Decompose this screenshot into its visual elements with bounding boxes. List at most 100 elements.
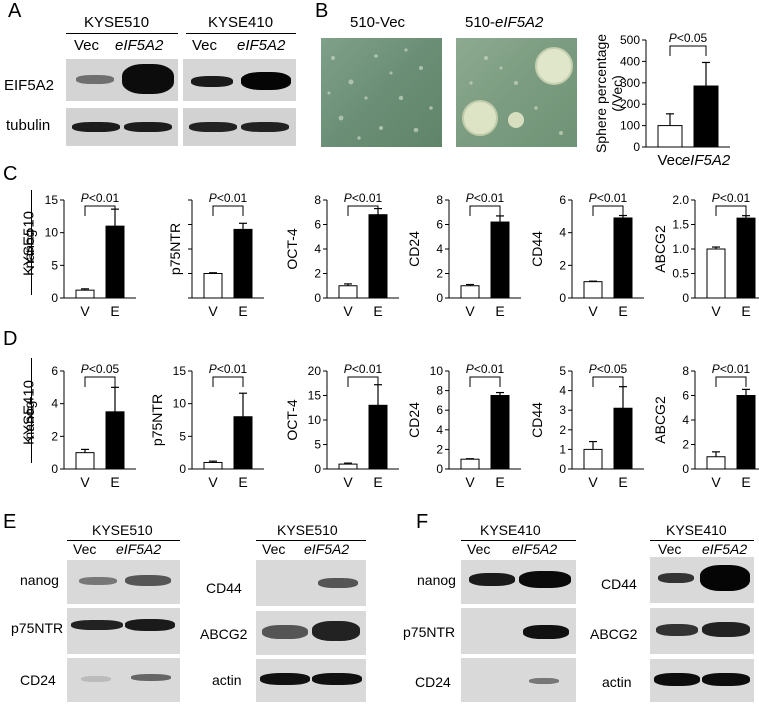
p-value-symbol: P (209, 362, 217, 376)
category-label-b-1: eIF5A2 (682, 152, 731, 169)
category-label-c6-1: E (741, 303, 750, 319)
p-value-d5: P<0.05 (589, 362, 628, 376)
category-label-d1-0: V (80, 474, 90, 490)
category-label-c2-1: E (238, 303, 247, 319)
panel-a-row-tubulin: tubulin (6, 117, 51, 134)
y-tick-label-d5: 4 (559, 384, 566, 398)
panel-b-label-prefix: 510- (465, 14, 496, 31)
p-value-d4: P<0.01 (466, 362, 505, 376)
panel-e-left-lane-vec: Vec (73, 541, 97, 557)
significance-bracket-c1 (84, 205, 116, 216)
panel-e-right-lane-vec: Vec (262, 541, 286, 557)
blot-e-abcg2 (256, 611, 366, 655)
blot-label-f-abcg2: ABCG2 (590, 626, 638, 642)
category-label-b-0: Vec (657, 152, 683, 169)
p-value-c5: P<0.01 (589, 191, 628, 205)
y-tick-label-b: 0 (633, 140, 640, 154)
y-tick-label-c5: 4 (559, 226, 566, 240)
y-axis-label-d1: nanog (21, 401, 37, 440)
band (191, 76, 233, 87)
panel-a-cell-kyse510: KYSE510 (84, 14, 150, 31)
band (312, 673, 362, 685)
panel-e-right-lane-eif: eIF5A2 (304, 541, 350, 557)
y-tick-label-d2: 10 (173, 397, 187, 411)
p-value-symbol: P (712, 191, 720, 205)
p-value-c6: P<0.01 (712, 191, 751, 205)
y-axis-label-b-2: (/Vec) (609, 75, 625, 112)
y-tick-label-d2: 5 (179, 429, 186, 443)
y-tick-label-c1: 0 (51, 291, 58, 305)
bar-c5-1 (613, 217, 633, 299)
micrograph-spheres (462, 47, 573, 136)
category-label-d5-1: E (618, 474, 627, 490)
y-tick-label-d6: 4 (682, 413, 689, 427)
y-tick-label-c3: 0 (314, 291, 321, 305)
blot-label-e-cd24: CD24 (20, 672, 56, 688)
blot-f-p75ntr (461, 608, 576, 654)
panel-a-underline-left (66, 33, 178, 34)
y-tick-label-d4: 0 (436, 462, 443, 476)
p-value-threshold: <0.01 (217, 191, 248, 205)
y-tick-label-d6: 6 (682, 389, 689, 403)
p-value-symbol: P (344, 362, 352, 376)
y-tick-label-d5: 3 (559, 403, 566, 417)
panel-e-right-underline (256, 540, 366, 541)
panel-letter-d: D (3, 328, 18, 350)
blot-f-cd44 (650, 557, 754, 603)
p-value-threshold: <0.01 (352, 191, 383, 205)
band (469, 573, 515, 586)
panel-letter-c: C (3, 163, 18, 185)
y-tick-label-d3: 20 (308, 364, 322, 378)
y-tick-label-c6: 0.5 (672, 267, 689, 281)
blot-a-tubulin-kyse410 (183, 108, 296, 146)
significance-bracket-c3 (347, 205, 379, 216)
blot-label-e-cd44: CD44 (206, 580, 242, 596)
band (241, 122, 289, 132)
p-value-symbol: P (669, 31, 677, 45)
bar-d4-0 (460, 458, 480, 470)
significance-bracket-d6 (715, 376, 747, 387)
y-tick-label-c5: 2 (559, 258, 566, 272)
row-d-divider (31, 358, 32, 463)
y-tick-label-d4: 4 (436, 423, 443, 437)
band (79, 577, 117, 585)
y-tick-label-d3: 15 (308, 389, 322, 403)
p-value-threshold: <0.01 (352, 362, 383, 376)
band (312, 621, 360, 641)
y-tick-label-c3: 2 (314, 267, 321, 281)
panel-letter-f: F (416, 511, 429, 533)
y-axis-label-c2: p75NTR (167, 223, 183, 275)
blot-f-cd24 (461, 658, 576, 702)
y-tick-label-c3: 4 (314, 242, 321, 256)
p-value-c2: P<0.01 (209, 191, 248, 205)
blot-e-p75ntr (67, 608, 180, 654)
y-tick-label-c6: 1.5 (672, 218, 689, 232)
y-axis-label-c5: CD44 (529, 231, 545, 267)
y-axis-label-d3: OCT-4 (284, 399, 300, 440)
category-label-c1-1: E (110, 303, 119, 319)
band (81, 676, 111, 682)
y-tick-label-c6: 0 (682, 291, 689, 305)
blot-label-f-cd44: CD44 (601, 576, 637, 592)
y-axis-label-d6: ABCG2 (652, 396, 668, 444)
blot-e-nanog (67, 560, 180, 604)
bar-c3-1 (368, 214, 388, 299)
y-tick-label-c1: 10 (45, 226, 59, 240)
y-tick-label-d2: 0 (179, 462, 186, 476)
y-tick-label-d4: 10 (430, 364, 444, 378)
blot-label-f-nanog: nanog (417, 572, 456, 588)
band (702, 622, 750, 637)
significance-bracket-c2 (212, 205, 244, 216)
blot-label-f-p75ntr: p75NTR (403, 624, 456, 640)
p-value-threshold: <0.01 (217, 362, 248, 376)
panel-a-lane-eif5a2-2: eIF5A2 (237, 37, 286, 54)
category-label-c4-0: V (465, 303, 475, 319)
micrograph-510-eif5a2 (456, 38, 577, 147)
blot-label-f-actin: actin (602, 674, 632, 690)
bar-d4-1 (490, 395, 510, 470)
category-label-c5-0: V (588, 303, 598, 319)
panel-a-row-eif5a2: EIF5A2 (4, 77, 55, 94)
blot-label-f-cd24: CD24 (415, 674, 451, 690)
p-value-threshold: <0.01 (474, 191, 505, 205)
panel-a-underline-right (186, 33, 296, 34)
